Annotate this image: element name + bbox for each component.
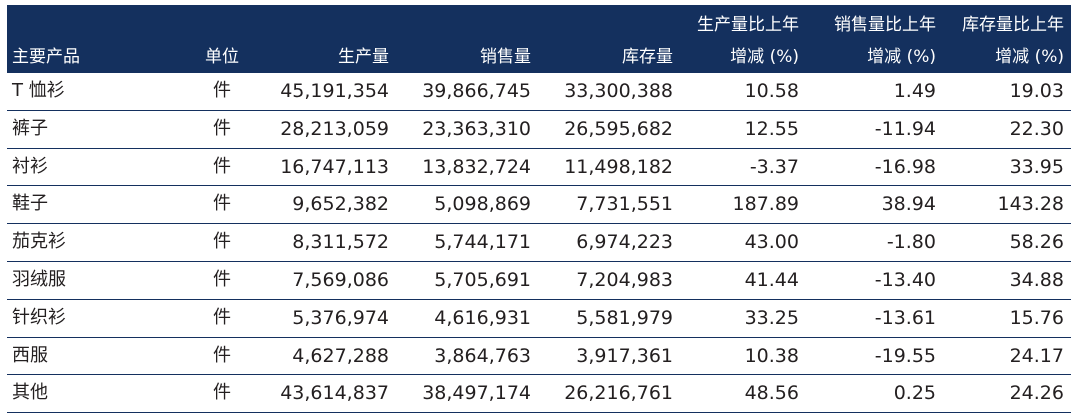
cell-sales-change: -11.94 bbox=[874, 117, 936, 140]
cell-inventory-change: 33.95 bbox=[1009, 155, 1064, 178]
cell-production: 9,652,382 bbox=[292, 193, 389, 216]
cell-inventory-change: 34.88 bbox=[1009, 268, 1064, 291]
header-inventory-change-line2: 增减 (%) bbox=[995, 47, 1064, 67]
cell-inventory-change: 24.17 bbox=[1009, 344, 1064, 367]
cell-production-change: 41.44 bbox=[744, 268, 799, 291]
cell-inventory: 33,300,388 bbox=[564, 80, 673, 102]
cell-sales-change: -16.98 bbox=[874, 155, 936, 178]
cell-inventory-change: 143.28 bbox=[997, 193, 1064, 216]
cell-inventory: 7,204,983 bbox=[576, 268, 673, 291]
table-row: 其他 件 43,614,837 38,497,174 26,216,761 48.56 0.… bbox=[7, 375, 1071, 414]
cell-production: 43,614,837 bbox=[280, 382, 389, 405]
product-table: 主要产品 单位 生产量 销售量 库存量 生产量比上年 增减 (%) 销售量比上年… bbox=[7, 5, 1071, 414]
cell-production-change: 48.56 bbox=[744, 382, 799, 405]
cell-inventory: 5,581,979 bbox=[576, 306, 673, 329]
cell-unit: 件 bbox=[213, 231, 231, 253]
cell-sales: 5,705,691 bbox=[434, 268, 531, 291]
cell-sales-change: 1.49 bbox=[893, 80, 936, 102]
cell-sales: 39,866,745 bbox=[422, 80, 531, 102]
cell-unit: 件 bbox=[213, 155, 231, 177]
header-inventory: 库存量 bbox=[622, 47, 673, 67]
cell-production-change: 12.55 bbox=[744, 117, 799, 140]
table-row: 针织衫 件 5,376,974 4,616,931 5,581,979 33.25 -13.… bbox=[7, 300, 1071, 338]
cell-sales-change: -13.61 bbox=[874, 306, 936, 329]
cell-production-change: -3.37 bbox=[749, 155, 799, 178]
header-sales: 销售量 bbox=[480, 47, 531, 67]
cell-unit: 件 bbox=[213, 382, 231, 404]
table-row: 茄克衫 件 8,311,572 5,744,171 6,974,223 43.00 -1.8… bbox=[7, 224, 1071, 262]
table-header: 主要产品 单位 生产量 销售量 库存量 生产量比上年 增减 (%) 销售量比上年… bbox=[7, 5, 1071, 73]
table-row: 裤子 件 28,213,059 23,363,310 26,595,682 12.55 -1… bbox=[7, 111, 1071, 149]
cell-unit: 件 bbox=[213, 80, 231, 101]
cell-product: 羽绒服 bbox=[12, 268, 66, 290]
cell-inventory-change: 19.03 bbox=[1009, 80, 1064, 102]
cell-sales-change: -19.55 bbox=[874, 344, 936, 367]
header-unit: 单位 bbox=[205, 47, 239, 67]
cell-inventory: 11,498,182 bbox=[564, 155, 673, 178]
cell-product: 西服 bbox=[12, 344, 48, 366]
cell-production: 5,376,974 bbox=[292, 306, 389, 329]
cell-production-change: 187.89 bbox=[732, 193, 799, 216]
cell-product: 茄克衫 bbox=[12, 231, 66, 253]
cell-inventory: 3,917,361 bbox=[576, 344, 673, 367]
table-row: 衬衫 件 16,747,113 13,832,724 11,498,182 -3.37 -1… bbox=[7, 149, 1071, 187]
cell-sales-change: -13.40 bbox=[874, 268, 936, 291]
cell-inventory: 7,731,551 bbox=[576, 193, 673, 216]
cell-product: 衬衫 bbox=[12, 155, 48, 177]
cell-production-change: 10.58 bbox=[744, 80, 799, 102]
cell-production: 8,311,572 bbox=[292, 231, 389, 254]
cell-product: 针织衫 bbox=[12, 306, 66, 328]
cell-inventory: 26,595,682 bbox=[564, 117, 673, 140]
cell-unit: 件 bbox=[213, 306, 231, 328]
cell-sales: 13,832,724 bbox=[422, 155, 531, 178]
cell-sales: 4,616,931 bbox=[434, 306, 531, 329]
table-row: 羽绒服 件 7,569,086 5,705,691 7,204,983 41.44 -13.… bbox=[7, 262, 1071, 300]
header-sales-change-line2: 增减 (%) bbox=[867, 47, 936, 67]
table-row: 西服 件 4,627,288 3,864,763 3,917,361 10.38 -19.5… bbox=[7, 338, 1071, 376]
cell-production: 28,213,059 bbox=[280, 117, 389, 140]
cell-production-change: 33.25 bbox=[744, 306, 799, 329]
cell-inventory-change: 15.76 bbox=[1009, 306, 1064, 329]
cell-production: 45,191,354 bbox=[280, 80, 389, 102]
table-body: T 恤衫件 45,191,354 39,866,745 33,300,388 10.58… bbox=[7, 73, 1071, 414]
table-row: 鞋子 件 9,652,382 5,098,869 7,731,551 187.89 38.9… bbox=[7, 186, 1071, 225]
cell-inventory-change: 22.30 bbox=[1009, 117, 1064, 140]
cell-production: 7,569,086 bbox=[292, 268, 389, 291]
cell-sales: 38,497,174 bbox=[422, 382, 531, 405]
cell-production-change: 43.00 bbox=[744, 231, 799, 254]
cell-sales-change: 38.94 bbox=[881, 193, 936, 216]
cell-sales: 23,363,310 bbox=[422, 117, 531, 140]
cell-sales-change: -1.80 bbox=[886, 231, 936, 254]
header-product: 主要产品 bbox=[12, 47, 80, 67]
cell-sales: 3,864,763 bbox=[434, 344, 531, 367]
header-sales-change-line1: 销售量比上年 bbox=[834, 15, 936, 35]
header-production-change-line2: 增减 (%) bbox=[730, 47, 799, 67]
cell-product: 其他 bbox=[12, 382, 48, 404]
cell-production: 16,747,113 bbox=[280, 155, 389, 178]
cell-sales-change: 0.25 bbox=[893, 382, 936, 405]
cell-production-change: 10.38 bbox=[744, 344, 799, 367]
header-production-change-line1: 生产量比上年 bbox=[697, 15, 799, 35]
cell-product: T 恤衫 bbox=[12, 80, 65, 101]
cell-unit: 件 bbox=[213, 344, 231, 366]
cell-inventory: 26,216,761 bbox=[564, 382, 673, 405]
cell-product: 鞋子 bbox=[12, 193, 48, 215]
cell-unit: 件 bbox=[213, 193, 231, 215]
cell-sales: 5,744,171 bbox=[434, 231, 531, 254]
cell-product: 裤子 bbox=[12, 117, 48, 139]
cell-inventory: 6,974,223 bbox=[576, 231, 673, 254]
cell-unit: 件 bbox=[213, 268, 231, 290]
cell-production: 4,627,288 bbox=[292, 344, 389, 367]
cell-sales: 5,098,869 bbox=[434, 193, 531, 216]
header-production: 生产量 bbox=[338, 47, 389, 67]
cell-inventory-change: 24.26 bbox=[1009, 382, 1064, 405]
cell-inventory-change: 58.26 bbox=[1009, 231, 1064, 254]
header-inventory-change-line1: 库存量比上年 bbox=[962, 15, 1064, 35]
table-row: T 恤衫 件 45,191,354 39,866,745 33,300,388 10.58… bbox=[7, 73, 1071, 111]
cell-unit: 件 bbox=[213, 117, 231, 139]
